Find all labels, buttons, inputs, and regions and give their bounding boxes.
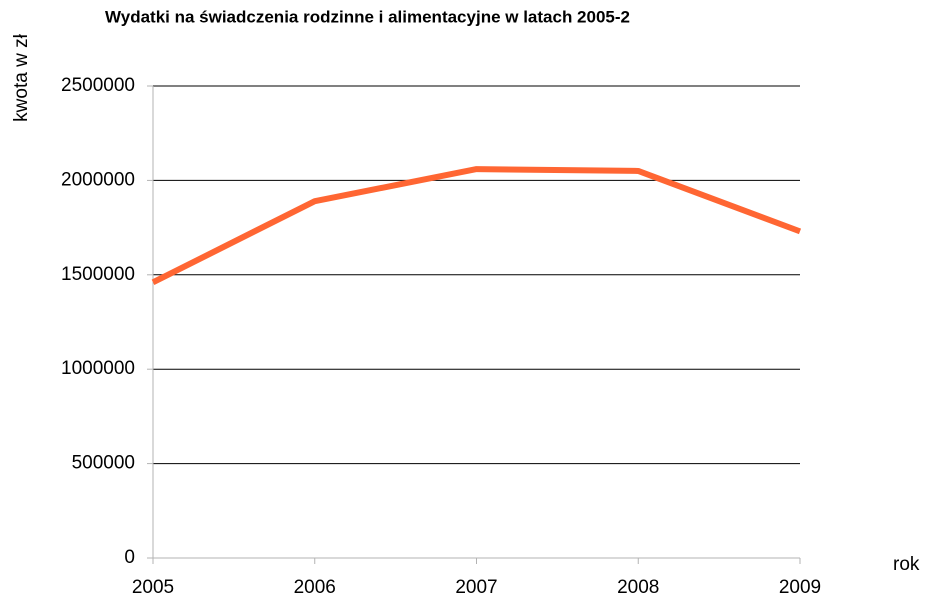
x-tick-label: 2007 <box>455 577 497 598</box>
y-tick-label: 500000 <box>72 453 135 474</box>
x-tick-label: 2006 <box>294 577 336 598</box>
y-tick-label: 2500000 <box>61 75 135 96</box>
x-tick-label: 2005 <box>132 577 174 598</box>
x-tick-label: 2009 <box>779 577 821 598</box>
x-tick-label: 2008 <box>617 577 659 598</box>
y-tick-label: 1000000 <box>61 358 135 379</box>
y-tick-label: 0 <box>124 547 135 568</box>
x-axis-label: rok <box>893 554 920 575</box>
chart-title: Wydatki na świadczenia rodzinne i alimen… <box>105 7 630 26</box>
y-axis-label: kwota w zł <box>11 33 32 121</box>
line <box>151 166 802 286</box>
y-tick-label: 1500000 <box>61 264 135 285</box>
y-tick-label: 2000000 <box>61 169 135 190</box>
